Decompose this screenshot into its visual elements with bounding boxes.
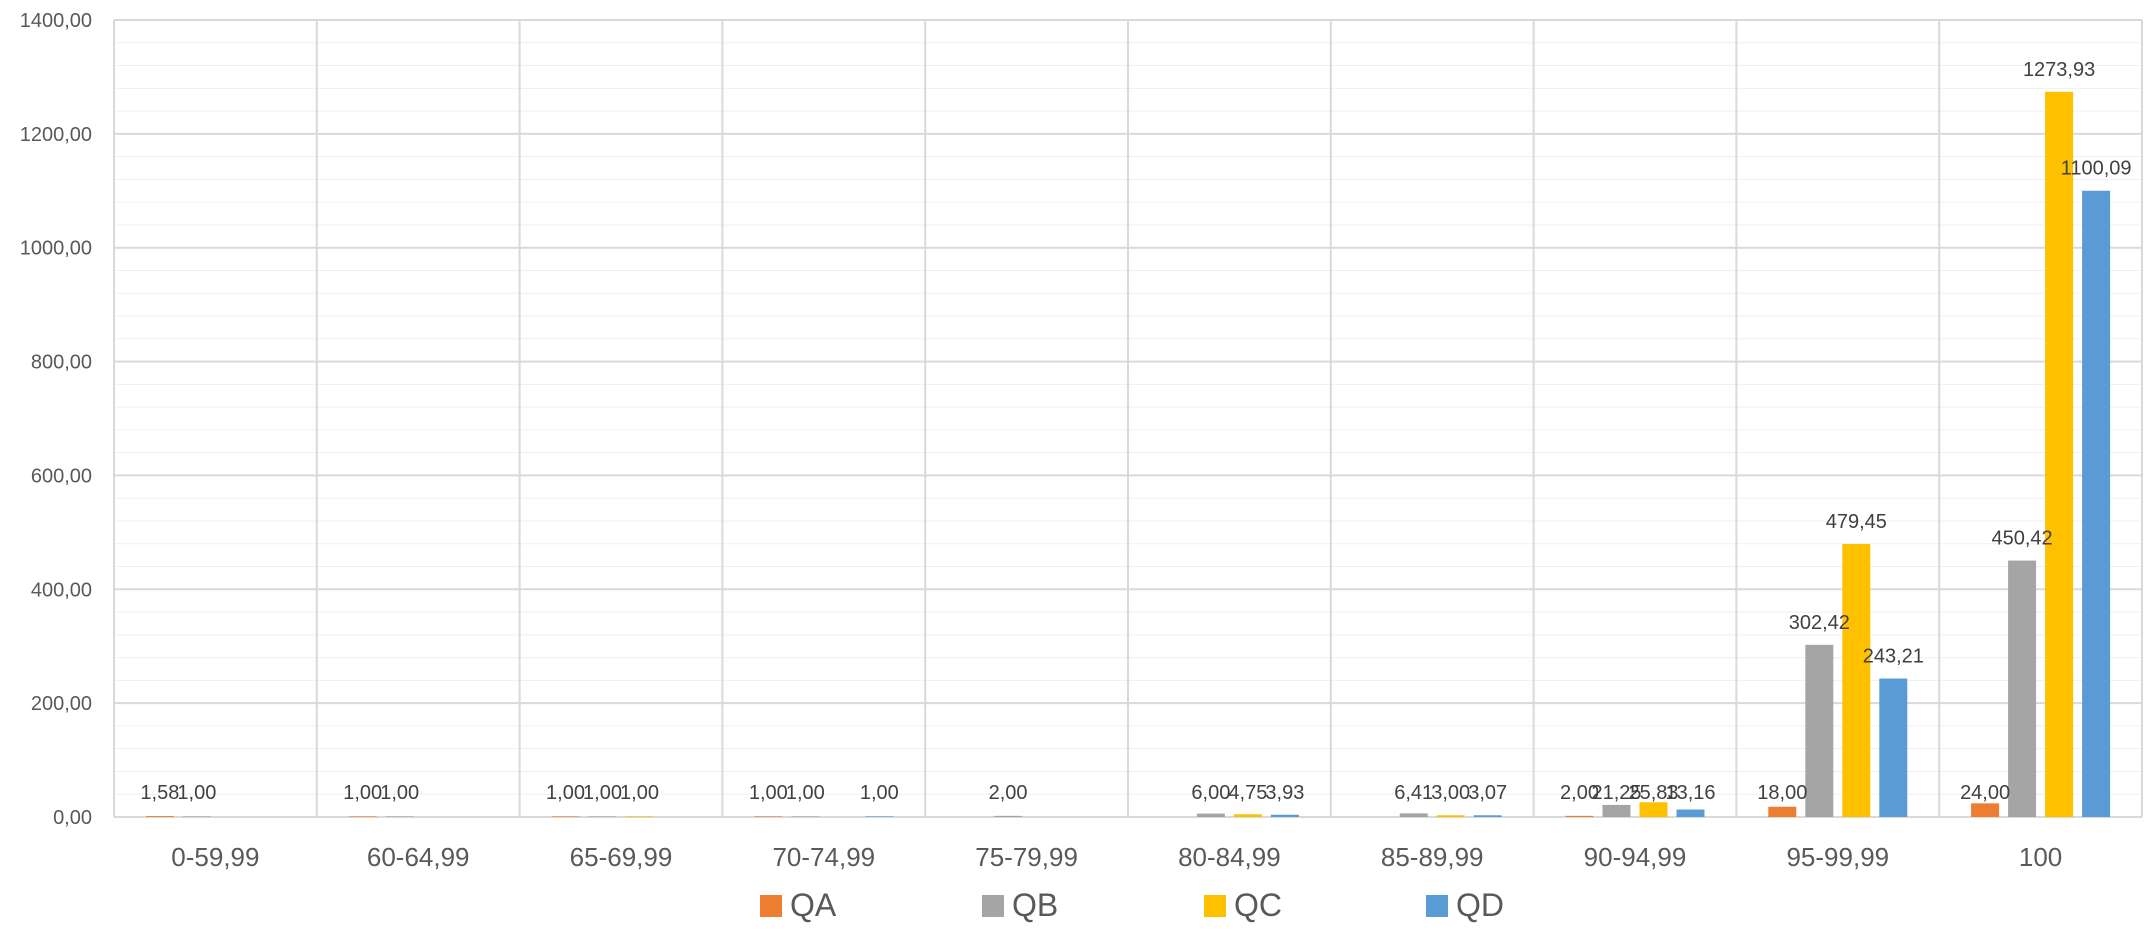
data-label-qa: 2,00	[1560, 782, 1599, 804]
bar-qb	[588, 816, 617, 817]
x-tick-label: 85-89,99	[1381, 842, 1484, 872]
data-label-qd: 1,00	[860, 782, 899, 804]
legend: QA QB QC QD	[760, 887, 1504, 923]
data-label-qb: 6,41	[1394, 782, 1433, 804]
bar-qb	[994, 815, 1023, 817]
bar-qd	[865, 816, 894, 817]
x-tick-label: 70-74,99	[772, 842, 875, 872]
bar-qc	[625, 816, 654, 817]
bar-qb	[1602, 804, 1631, 817]
data-label-qb: 450,42	[1992, 528, 2053, 550]
bar-qc	[1233, 814, 1262, 817]
data-label-qa: 1,00	[546, 782, 585, 804]
data-label-qa: 1,58	[140, 782, 179, 804]
bar-qb	[385, 816, 414, 817]
y-tick-label: 400,00	[31, 579, 92, 601]
data-label-qd: 13,16	[1665, 782, 1715, 804]
bar-qa	[1971, 803, 2000, 817]
data-label-qa: 24,00	[1960, 782, 2010, 804]
data-labels: 1,58 1,00 1,00 1,00 2,00 18,00 24,001,00 1,00 1,…	[140, 59, 2131, 804]
bar-qa	[145, 816, 174, 817]
y-tick-label: 1200,00	[20, 124, 92, 146]
x-tick-label: 80-84,99	[1178, 842, 1281, 872]
x-tick-label: 0-59,99	[171, 842, 259, 872]
y-tick-label: 1400,00	[20, 10, 92, 32]
data-label-qb: 1,00	[177, 782, 216, 804]
data-label-qa: 1,00	[343, 782, 382, 804]
bar-qa	[1565, 815, 1594, 817]
data-label-qb: 1,00	[380, 782, 419, 804]
legend-label-qc: QC	[1234, 887, 1282, 923]
bar-qb	[1196, 813, 1225, 817]
legend-swatch-qa	[760, 895, 782, 917]
x-tick-label: 90-94,99	[1584, 842, 1687, 872]
bar-qa	[1768, 806, 1797, 817]
bar-qc	[1842, 544, 1871, 817]
bar-qd	[2082, 190, 2111, 817]
y-tick-label: 1000,00	[20, 238, 92, 260]
x-axis: 0-59,99 60-64,99 65-69,99 70-74,99 75-79,99 8…	[171, 842, 2062, 872]
x-tick-label: 75-79,99	[975, 842, 1078, 872]
bar-qb	[1399, 813, 1428, 817]
bar-qb	[1805, 644, 1834, 817]
legend-label-qa: QA	[790, 887, 837, 923]
data-label-qd: 3,93	[1265, 782, 1304, 804]
bar-qb	[182, 816, 211, 817]
bar-qc	[1639, 802, 1668, 817]
data-label-qb: 302,42	[1789, 612, 1850, 634]
data-label-qc: 25,83	[1628, 782, 1678, 804]
y-tick-label: 200,00	[31, 693, 92, 715]
data-label-qa: 18,00	[1757, 782, 1807, 804]
legend-swatch-qb	[982, 895, 1004, 917]
bar-qa	[754, 816, 783, 817]
legend-label-qb: QB	[1012, 887, 1058, 923]
grid	[113, 19, 2143, 818]
bars	[145, 91, 2111, 818]
data-label-qa: 1,00	[749, 782, 788, 804]
y-tick-label: 800,00	[31, 352, 92, 374]
bar-qc	[2045, 91, 2074, 818]
legend-swatch-qc	[1204, 895, 1226, 917]
x-tick-label: 65-69,99	[570, 842, 673, 872]
y-tick-label: 600,00	[31, 465, 92, 487]
data-label-qc: 1,00	[620, 782, 659, 804]
bar-qa	[348, 816, 377, 817]
bar-qd	[1473, 815, 1502, 817]
data-label-qb: 2,00	[989, 782, 1028, 804]
y-tick-label: 0,00	[53, 807, 92, 829]
data-label-qb: 1,00	[786, 782, 825, 804]
data-label-qc: 3,00	[1431, 782, 1470, 804]
bar-qd	[1676, 809, 1705, 817]
data-label-qb: 21,25	[1591, 782, 1641, 804]
data-label-qb: 1,00	[583, 782, 622, 804]
data-label-qc: 1273,93	[2023, 59, 2095, 81]
bar-qc	[1436, 815, 1465, 817]
x-tick-label: 60-64,99	[367, 842, 470, 872]
bar-qd	[1879, 678, 1908, 817]
data-label-qc: 4,75	[1228, 782, 1267, 804]
data-label-qd: 1100,09	[2061, 158, 2132, 180]
data-label-qd: 3,07	[1468, 782, 1507, 804]
x-tick-label: 100	[2019, 842, 2062, 872]
bar-qd	[1270, 814, 1299, 817]
y-axis: 0,00 200,00 400,00 600,00 800,00 1000,00 1200,…	[20, 10, 92, 829]
data-label-qc: 479,45	[1826, 511, 1887, 533]
x-tick-label: 95-99,99	[1786, 842, 1889, 872]
bar-qa	[551, 816, 580, 817]
data-label-qb: 6,00	[1191, 782, 1230, 804]
bar-qb	[791, 816, 820, 817]
bar-qb	[2008, 560, 2037, 817]
legend-label-qd: QD	[1456, 887, 1504, 923]
legend-swatch-qd	[1426, 895, 1448, 917]
data-label-qd: 243,21	[1863, 646, 1924, 668]
